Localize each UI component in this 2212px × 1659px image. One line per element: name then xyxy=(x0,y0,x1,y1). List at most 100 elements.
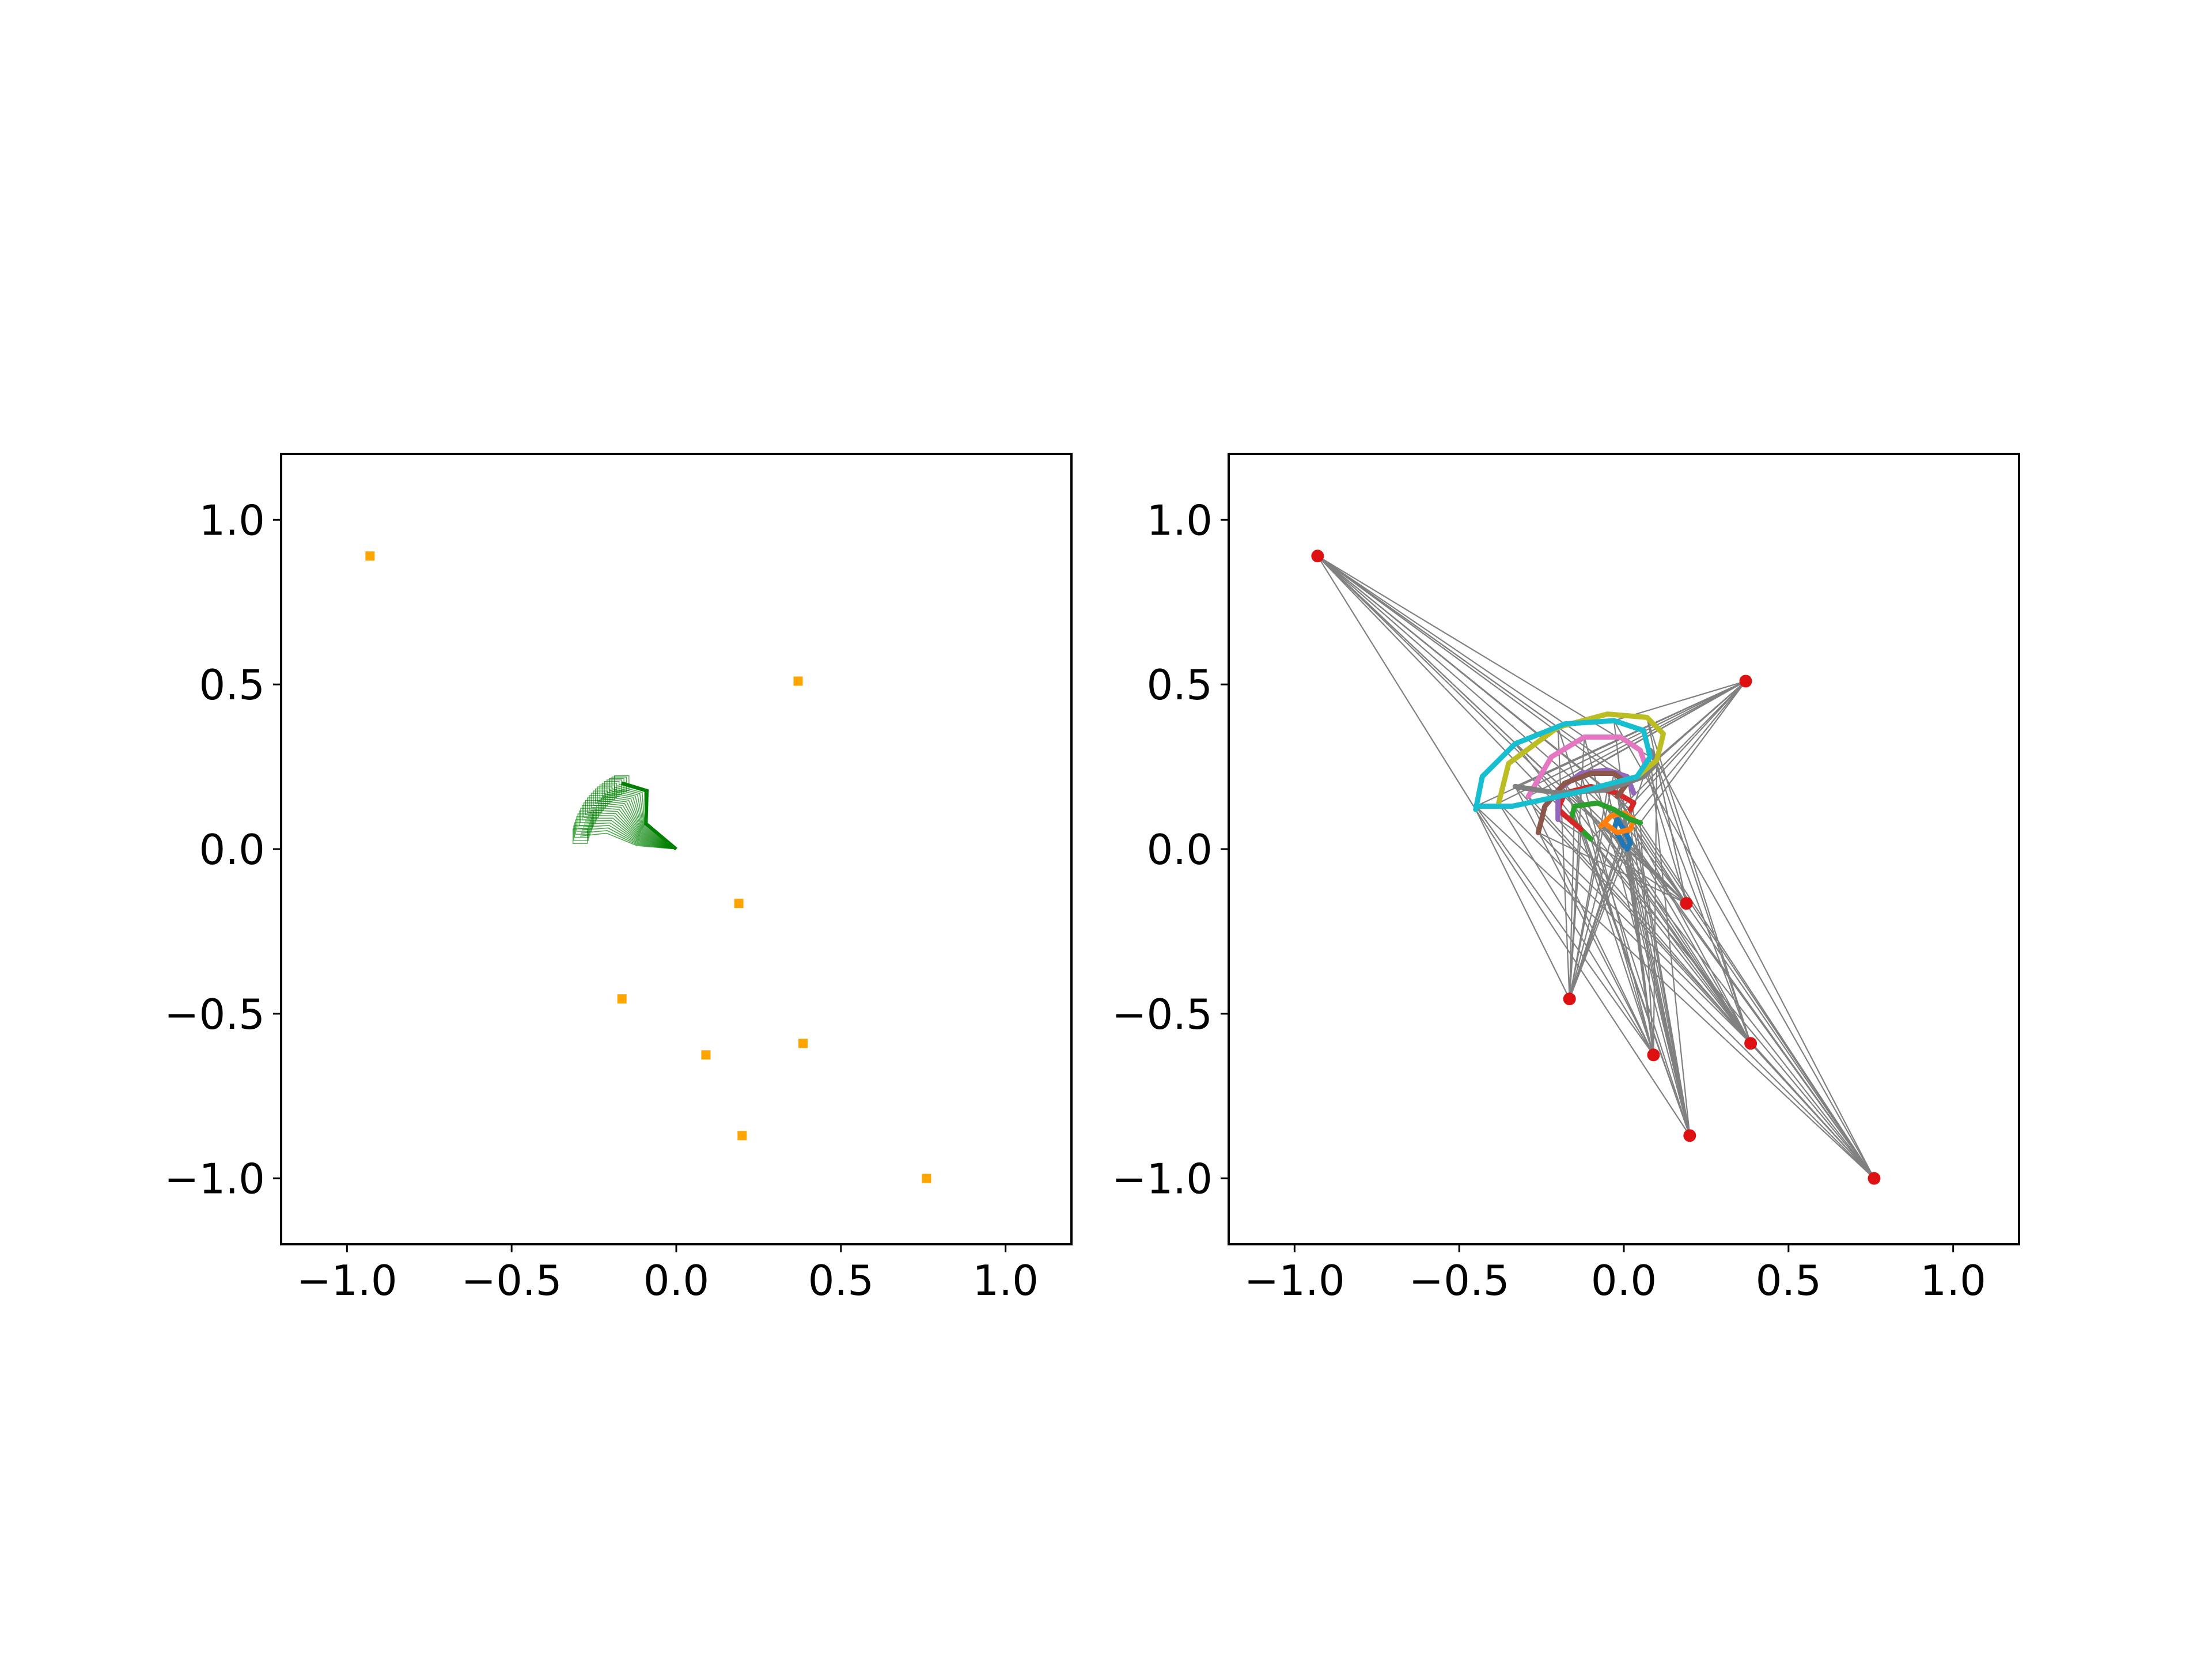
right-connector-line xyxy=(1557,727,1570,999)
right-connector-line xyxy=(1514,786,1875,1179)
left-arm-frame xyxy=(619,783,677,850)
right-connector-line xyxy=(1616,793,1654,1055)
left-x-tick-label: 1.0 xyxy=(972,1256,1039,1305)
left-arm-frame xyxy=(582,827,677,850)
left-y-tick-label: −0.5 xyxy=(164,990,265,1039)
right-y-tick-label: −0.5 xyxy=(1112,990,1213,1039)
right-connector-line xyxy=(1528,680,1747,797)
left-arm-frame xyxy=(585,820,677,850)
left-arm-frame xyxy=(607,791,677,850)
left-arm-frame xyxy=(580,832,677,850)
left-arm-frame xyxy=(593,807,677,850)
right-target-point xyxy=(1563,993,1576,1006)
left-arm-end-box xyxy=(574,822,590,838)
right-connector-line xyxy=(1317,555,1585,738)
left-target-point xyxy=(922,1173,931,1183)
right-target-point xyxy=(1683,1129,1696,1142)
right-y-ticks: −1.0 −0.5 0.0 0.5 1.0 xyxy=(1112,496,1229,1203)
right-connector-line xyxy=(1498,680,1747,804)
left-y-tick-label: 0.0 xyxy=(199,825,265,874)
left-arm-frame xyxy=(611,788,677,850)
right-y-tick-label: 0.0 xyxy=(1146,825,1213,874)
left-y-tick-label: 0.5 xyxy=(199,661,265,709)
left-arm-frame xyxy=(609,790,677,850)
left-arm-frame xyxy=(586,817,677,850)
left-arm-frame xyxy=(600,797,677,850)
left-arm-frame xyxy=(594,804,677,850)
right-target-point xyxy=(1744,1037,1758,1050)
right-connector-line xyxy=(1623,680,1747,813)
left-y-tick-label: −1.0 xyxy=(164,1155,265,1203)
right-y-tick-label: −1.0 xyxy=(1112,1155,1213,1203)
left-y-tick-label: 1.0 xyxy=(199,496,265,544)
right-target-point xyxy=(1311,550,1324,563)
left-arm-frame xyxy=(581,830,677,850)
right-connector-line xyxy=(1580,829,1691,1136)
left-arm-frame xyxy=(588,815,677,850)
right-target-point xyxy=(1647,1048,1660,1062)
right-connector-line xyxy=(1475,809,1691,1136)
right-connector-line xyxy=(1646,717,1687,904)
right-trajectory-series xyxy=(1473,711,1666,852)
left-arm-end-box xyxy=(586,797,603,813)
left-arm-frame xyxy=(596,802,677,850)
right-connector-line xyxy=(1564,782,1875,1179)
left-target-point xyxy=(365,551,375,561)
left-arm-frame xyxy=(616,785,677,850)
right-connector-line xyxy=(1613,720,1875,1179)
right-x-tick-label: −1.0 xyxy=(1244,1256,1345,1305)
left-target-point xyxy=(798,1039,808,1048)
right-target-point xyxy=(1739,675,1752,688)
right-connector-line xyxy=(1626,777,1691,1136)
left-y-ticks: −1.0 −0.5 0.0 0.5 1.0 xyxy=(164,496,281,1203)
right-connector-line xyxy=(1317,555,1476,810)
left-target-point xyxy=(734,899,744,908)
left-arm-end-box xyxy=(573,825,589,841)
left-x-tick-label: 0.0 xyxy=(643,1256,710,1305)
right-x-ticks: −1.0 −0.5 0.0 0.5 1.0 xyxy=(1244,1244,1986,1305)
left-arm-frame xyxy=(614,786,677,850)
left-x-tick-label: −0.5 xyxy=(461,1256,562,1305)
right-connector-line xyxy=(1498,802,1875,1179)
left-arm-frame xyxy=(591,809,677,850)
left-arm-frame xyxy=(604,793,677,850)
right-target-point xyxy=(1680,897,1693,910)
left-arm-frame xyxy=(598,800,677,850)
left-target-point xyxy=(701,1050,711,1060)
right-x-tick-label: 1.0 xyxy=(1920,1256,1986,1305)
left-arm-end-box xyxy=(576,816,592,832)
right-connector-line xyxy=(1656,760,1875,1179)
right-trajectory-6 xyxy=(1525,734,1650,800)
right-connector-line xyxy=(1613,809,1752,1044)
right-x-tick-label: 0.5 xyxy=(1756,1256,1822,1305)
left-target-point xyxy=(737,1131,747,1141)
right-connector-line xyxy=(1616,796,1752,1044)
left-x-ticks: −1.0 −0.5 0.0 0.5 1.0 xyxy=(297,1244,1039,1305)
left-target-point xyxy=(617,994,627,1004)
right-connector-line xyxy=(1603,822,1752,1044)
right-connector-line xyxy=(1317,555,1615,774)
right-trajectory-0 xyxy=(1611,817,1633,852)
right-connector-line xyxy=(1317,555,1559,728)
right-target-points xyxy=(1311,550,1881,1185)
left-arm-frame xyxy=(621,781,677,851)
right-trajectory-8 xyxy=(1496,711,1666,806)
right-trajectory-9 xyxy=(1473,718,1653,812)
right-connector-line xyxy=(1623,680,1747,830)
left-arm-end-box xyxy=(577,813,593,829)
right-target-point xyxy=(1868,1172,1881,1185)
right-connector-line xyxy=(1475,809,1570,999)
right-connector-line xyxy=(1574,793,1751,1044)
left-target-point xyxy=(793,676,803,686)
right-connector-line xyxy=(1498,802,1654,1055)
left-x-tick-label: 0.5 xyxy=(808,1256,874,1305)
right-connector-line xyxy=(1528,796,1654,1055)
left-arm-end-box xyxy=(575,819,591,835)
left-arm-frame xyxy=(584,822,677,850)
right-connector-line xyxy=(1623,812,1875,1179)
left-arm-frame xyxy=(589,812,677,850)
left-arm-frame xyxy=(603,796,677,850)
right-connector-line xyxy=(1646,717,1752,1044)
